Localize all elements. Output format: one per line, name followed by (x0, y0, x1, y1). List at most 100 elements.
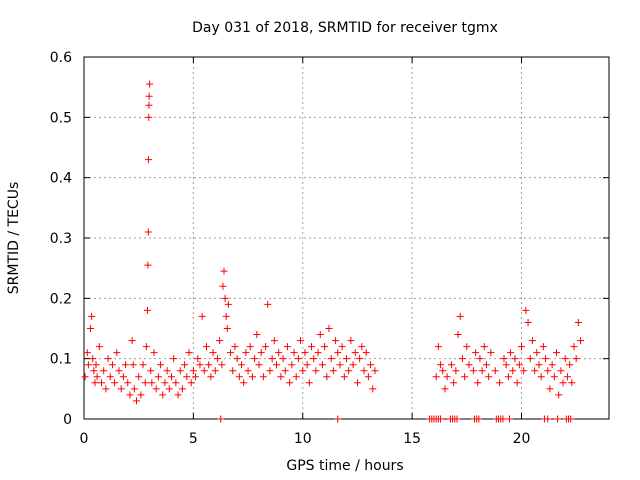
data-point (371, 367, 379, 375)
data-point (325, 325, 333, 332)
data-point (203, 343, 210, 351)
data-point (310, 355, 318, 363)
data-point (185, 349, 193, 357)
data-point (246, 343, 254, 351)
x-tick-label: 10 (294, 431, 312, 447)
data-point (145, 92, 153, 100)
data-point (480, 343, 488, 351)
data-point (303, 361, 311, 369)
data-point (142, 343, 150, 351)
data-points (81, 80, 585, 423)
data-point (88, 312, 96, 320)
data-point (275, 349, 283, 357)
data-point (200, 367, 208, 375)
data-point (148, 379, 156, 387)
data-point (340, 373, 348, 381)
data-point (329, 367, 337, 375)
data-point (111, 379, 119, 387)
data-point (364, 373, 372, 381)
data-point (563, 373, 571, 381)
data-point (277, 373, 285, 381)
data-point (338, 343, 346, 351)
data-point (518, 343, 525, 351)
data-point (126, 391, 134, 399)
data-point (95, 343, 103, 351)
data-point (238, 361, 245, 369)
y-tick-label: 0.1 (50, 352, 72, 368)
data-point (286, 379, 294, 387)
data-point (548, 361, 556, 369)
y-tick-label: 0.3 (50, 231, 72, 247)
data-point (137, 391, 145, 399)
data-point (297, 337, 305, 345)
data-point (207, 373, 215, 381)
data-point (220, 267, 228, 275)
data-point (568, 379, 576, 387)
data-point (165, 385, 173, 393)
data-point (504, 373, 512, 381)
data-point (266, 367, 274, 375)
data-point (312, 367, 320, 375)
data-point (240, 379, 248, 387)
data-point (157, 361, 165, 369)
data-point (145, 101, 153, 109)
data-point (130, 385, 138, 393)
data-point (448, 361, 455, 369)
data-point (353, 379, 361, 387)
data-point (308, 343, 315, 351)
data-point (505, 415, 513, 423)
data-point (154, 373, 162, 381)
data-point (362, 349, 370, 357)
data-point (89, 355, 97, 363)
data-point (367, 361, 375, 369)
data-point (500, 355, 508, 363)
data-point (522, 306, 530, 314)
data-point (128, 337, 136, 345)
data-point (437, 415, 445, 423)
data-point (526, 355, 534, 363)
data-point (279, 355, 287, 363)
data-point (211, 367, 219, 375)
data-point (461, 373, 469, 381)
data-point (223, 325, 231, 332)
data-point (458, 355, 466, 363)
data-point (205, 361, 213, 369)
data-point (561, 355, 569, 363)
data-point (434, 343, 442, 351)
data-point (90, 367, 98, 375)
data-point (452, 367, 460, 375)
data-point (187, 379, 195, 387)
data-point (253, 331, 261, 339)
data-point (264, 300, 272, 308)
data-point (542, 355, 550, 363)
data-point (144, 261, 152, 269)
data-point (163, 367, 171, 375)
data-point (135, 373, 143, 381)
data-point (242, 349, 250, 357)
data-point (129, 361, 137, 369)
data-point (143, 306, 151, 314)
data-point (334, 349, 342, 357)
data-point (507, 349, 515, 357)
data-point (262, 343, 270, 351)
data-point (574, 318, 582, 326)
x-tick-label: 5 (189, 431, 198, 447)
data-point (351, 349, 359, 357)
data-point (334, 415, 342, 423)
data-point (509, 367, 517, 375)
data-point (316, 331, 324, 339)
data-point (216, 337, 224, 345)
y-axis-label: SRMTID / TECUs (6, 182, 22, 295)
data-point (87, 325, 95, 332)
data-point (104, 355, 112, 363)
data-point (292, 373, 300, 381)
data-point (106, 373, 114, 381)
data-point (441, 385, 449, 393)
data-point (515, 361, 523, 369)
data-point (150, 349, 158, 357)
data-point (84, 361, 92, 369)
data-point (450, 379, 458, 387)
data-point (273, 361, 280, 369)
data-point (181, 361, 189, 369)
